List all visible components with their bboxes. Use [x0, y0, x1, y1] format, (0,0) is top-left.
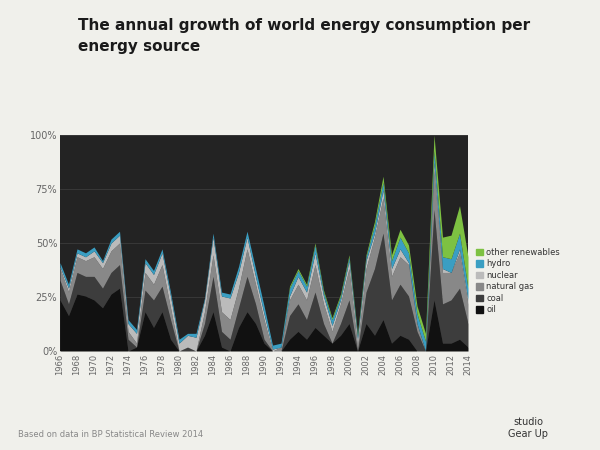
Legend: other renewables, hydro, nuclear, natural gas, coal, oil: other renewables, hydro, nuclear, natura…: [476, 248, 560, 315]
Text: studio
Gear Up: studio Gear Up: [508, 417, 548, 439]
Text: The annual growth of world energy consumption per
energy source: The annual growth of world energy consum…: [78, 18, 530, 54]
Text: Based on data in BP Statistical Review 2014: Based on data in BP Statistical Review 2…: [18, 430, 203, 439]
